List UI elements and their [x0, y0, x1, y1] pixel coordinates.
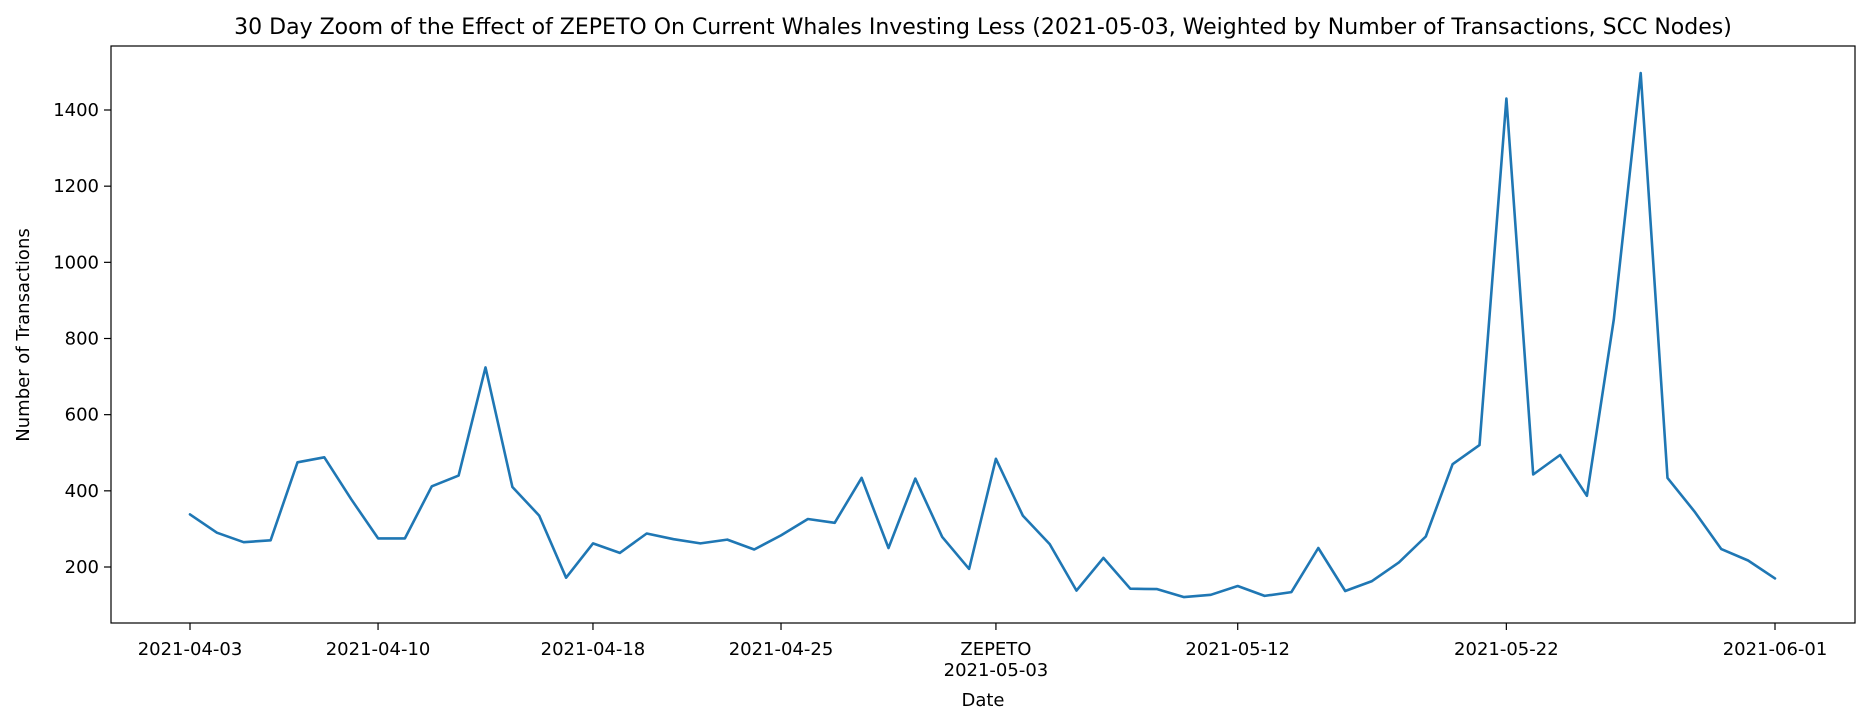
y-tick-label-200: 200 — [65, 557, 99, 578]
y-tick-label-1200: 1200 — [53, 176, 99, 197]
x-tick-label-2021-05-03: 2021-05-03 — [944, 660, 1049, 681]
x-tick-label-2021-04-18: 2021-04-18 — [541, 639, 646, 660]
x-tick-label-2021-04-10: 2021-04-10 — [326, 639, 431, 660]
chart-title: 30 Day Zoom of the Effect of ZEPETO On C… — [234, 15, 1732, 40]
x-axis: 2021-04-03 2021-04-10 2021-04-18 2021-04-25… — [138, 623, 1828, 681]
y-tick-label-1000: 1000 — [53, 252, 99, 273]
y-axis-label: Number of Transactions — [13, 228, 34, 441]
y-axis: 200 400 600 800 1000 1200 1400 — [53, 100, 111, 578]
annotation-label: ZEPETO — [960, 639, 1031, 660]
y-tick-label-600: 600 — [65, 405, 99, 426]
series-line-0 — [188, 71, 1777, 599]
x-tick-label-2021-04-25: 2021-04-25 — [729, 639, 834, 660]
x-tick-label-2021-04-03: 2021-04-03 — [138, 639, 243, 660]
x-tick-label-2021-05-22: 2021-05-22 — [1454, 639, 1559, 660]
x-axis-label: Date — [961, 690, 1004, 711]
axes-frame — [110, 45, 1856, 624]
y-tick-label-400: 400 — [65, 481, 99, 502]
y-tick-label-1400: 1400 — [53, 100, 99, 121]
annotations: ZEPETO — [960, 639, 1031, 660]
x-tick-label-2021-05-12: 2021-05-12 — [1185, 639, 1290, 660]
x-tick-label-2021-06-01: 2021-06-01 — [1723, 639, 1828, 660]
plot-area — [188, 71, 1777, 599]
y-tick-label-800: 800 — [65, 329, 99, 350]
